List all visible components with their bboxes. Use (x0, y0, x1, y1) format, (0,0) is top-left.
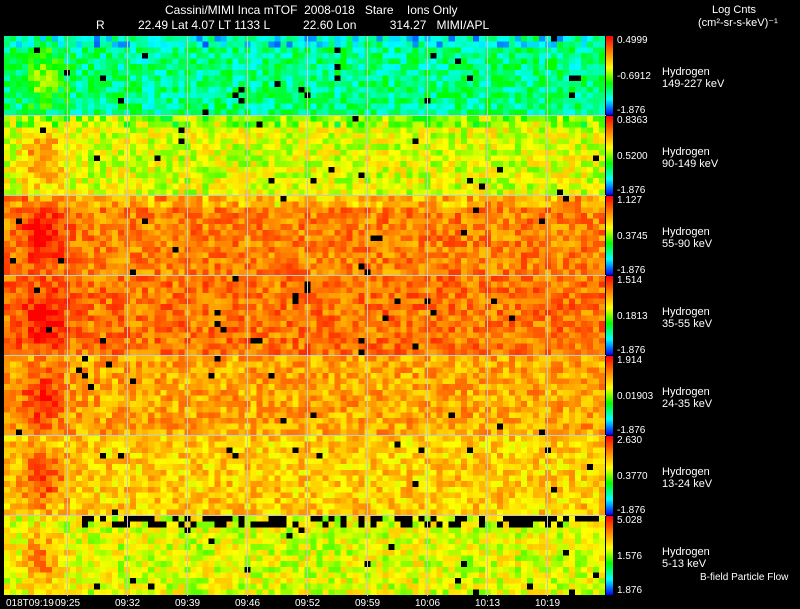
colorbar-max-label: 1.514 (617, 275, 643, 286)
colorbar-max-label: 1.914 (617, 355, 643, 366)
units-subtitle: (cm²-sr-s-keV)⁻¹ (698, 17, 778, 29)
time-tick-label: 10:19 (535, 598, 561, 609)
color-bar (606, 116, 613, 195)
color-bar (606, 436, 613, 515)
species-name: Hydrogen (662, 306, 710, 318)
spectrogram-panel (4, 196, 605, 275)
time-tick-label: 10:06 (415, 598, 441, 609)
panel-separator (4, 355, 606, 356)
ephemeris-line: R 22.49 Lat 4.07 LT 1133 L 22.60 Lon 314… (96, 18, 490, 32)
time-gridline (127, 36, 128, 596)
colorbar-max-label: 0.4999 (617, 35, 648, 46)
species-label: Hydrogen 24-35 keV (662, 386, 712, 410)
colorbar-min-label: -1.876 (617, 265, 646, 276)
time-tick-label: 09:25 (55, 598, 81, 609)
species-label: Hydrogen 90-149 keV (662, 146, 718, 170)
colorbar-min-label: -1.876 (617, 345, 646, 356)
colorbar-mid-label: 0.1813 (617, 311, 648, 322)
spectrogram-panel (4, 516, 605, 595)
spectrogram-panel (4, 36, 605, 115)
colorbar-mid-label: 1.576 (617, 551, 643, 562)
species-label: Hydrogen 55-90 keV (662, 226, 712, 250)
energy-range: 149-227 keV (662, 78, 725, 90)
spectrogram-panel (4, 356, 605, 435)
energy-range: 24-35 keV (662, 398, 713, 410)
colorbar-max-label: 5.028 (617, 515, 643, 526)
energy-range: 55-90 keV (662, 238, 713, 250)
colorbar-min-label: -1.876 (617, 185, 646, 196)
colorbar-mid-label: 0.3770 (617, 471, 648, 482)
time-gridline (367, 36, 368, 596)
spectrogram-panel (4, 116, 605, 195)
colorbar-mid-label: 0.3745 (617, 231, 648, 242)
colorbar-min-label: -1.876 (617, 505, 646, 516)
color-bar (606, 356, 613, 435)
time-gridline (187, 36, 188, 596)
colorbar-max-label: 0.8363 (617, 115, 648, 126)
species-name: Hydrogen (662, 546, 710, 558)
color-bar (606, 36, 613, 115)
colorbar-mid-label: -0.6912 (617, 71, 651, 82)
time-tick-label: 09:32 (115, 598, 141, 609)
plot-title: Cassini/MIMI Inca mTOF 2008-018 Stare Io… (165, 3, 458, 17)
panel-separator (4, 195, 606, 196)
color-bar (606, 276, 613, 355)
panel-separator (4, 515, 606, 516)
energy-range: 5-13 keV (662, 558, 707, 570)
time-gridline (487, 36, 488, 596)
spectrogram-panel (4, 276, 605, 355)
colorbar-min-label: -1.876 (617, 105, 646, 116)
species-label: Hydrogen 13-24 keV (662, 466, 712, 490)
energy-range: 90-149 keV (662, 158, 719, 170)
panel-separator (4, 115, 606, 116)
colorbar-min-label: -1.876 (617, 425, 646, 436)
time-tick-label: 10:13 (475, 598, 501, 609)
time-tick-label: 09:46 (235, 598, 261, 609)
species-label: Hydrogen 5-13 keV (662, 546, 710, 570)
time-tick-label: 018T09:19 (6, 598, 54, 609)
color-bar (606, 196, 613, 275)
species-name: Hydrogen (662, 146, 710, 158)
time-gridline (427, 36, 428, 596)
species-name: Hydrogen (662, 226, 710, 238)
colorbar-max-label: 1.127 (617, 195, 643, 206)
species-name: Hydrogen (662, 66, 710, 78)
colorbar-min-label: 1.876 (617, 585, 643, 596)
time-tick-label: 09:39 (175, 598, 201, 609)
panel-separator (4, 435, 606, 436)
energy-range: 35-55 keV (662, 318, 713, 330)
time-tick-label: 09:59 (355, 598, 381, 609)
colorbar-mid-label: 0.5200 (617, 151, 648, 162)
time-tick-label: 09:52 (295, 598, 321, 609)
species-name: Hydrogen (662, 386, 710, 398)
time-gridline (67, 36, 68, 596)
time-gridline (247, 36, 248, 596)
time-gridline (307, 36, 308, 596)
species-label: Hydrogen 149-227 keV (662, 66, 724, 90)
energy-range: 13-24 keV (662, 478, 713, 490)
bfield-label: B-field Particle Flow (700, 572, 789, 583)
species-name: Hydrogen (662, 466, 710, 478)
colorbar-mid-label: 0.01903 (617, 391, 654, 402)
color-bar (606, 516, 613, 595)
colorbar-max-label: 2.630 (617, 435, 643, 446)
species-label: Hydrogen 35-55 keV (662, 306, 712, 330)
spectrogram-panel (4, 436, 605, 515)
panel-separator (4, 275, 606, 276)
time-gridline (547, 36, 548, 596)
units-title: Log Cnts (712, 4, 757, 16)
